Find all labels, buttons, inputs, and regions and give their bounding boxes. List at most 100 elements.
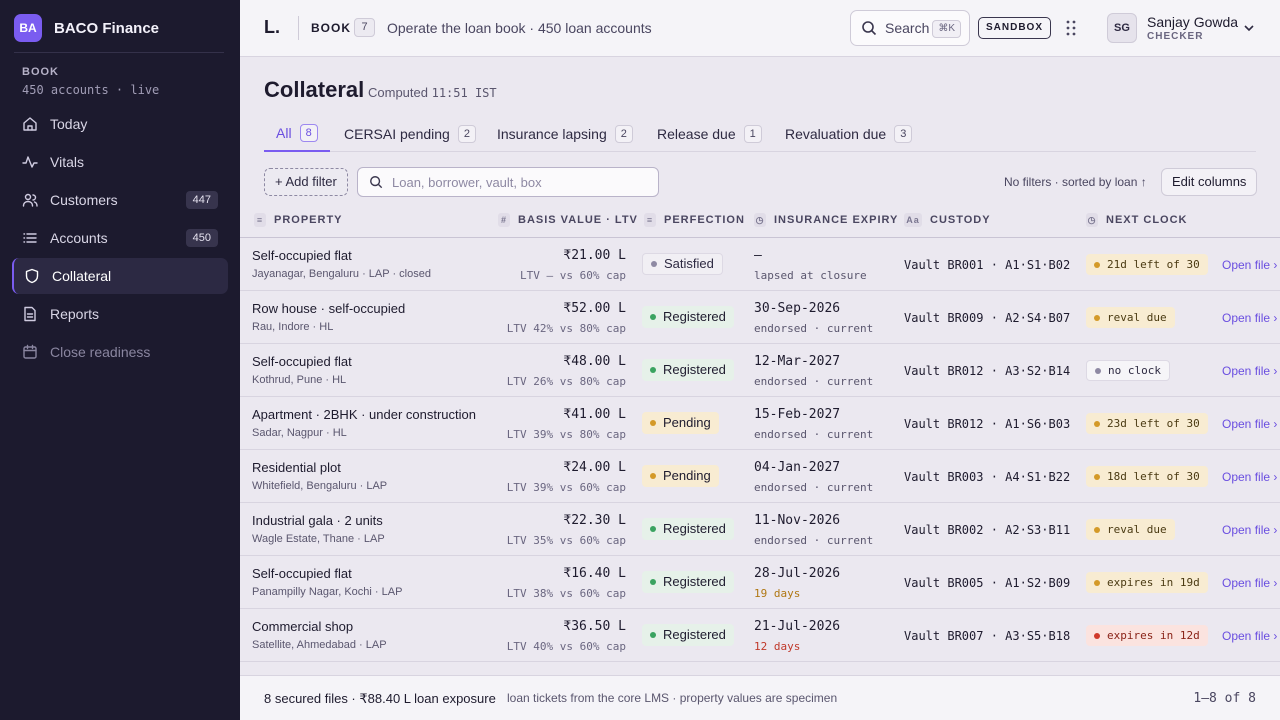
insurance-expiry-date: 21-Jul-2026 — [754, 619, 841, 634]
add-filter-button[interactable]: + Add filter — [264, 168, 348, 196]
sidebar-item-label: Collateral — [52, 268, 112, 284]
property-location: Sadar, Nagpur · HL — [252, 427, 347, 439]
open-file-link[interactable]: Open file › — [1222, 258, 1278, 272]
status-dot-icon — [650, 579, 656, 585]
open-file-link[interactable]: Open file › — [1222, 523, 1278, 537]
property-location: Wagle Estate, Thane · LAP — [252, 533, 385, 545]
sidebar-item-count: 450 — [185, 229, 218, 247]
table-row[interactable]: Self-occupied flat Panampilly Nagar, Koch… — [240, 556, 1280, 609]
property-location: Jayanagar, Bengaluru · LAP · closed — [252, 268, 431, 280]
sidebar-item-label: Accounts — [50, 230, 108, 246]
tab-release-due[interactable]: Release due 1 — [657, 116, 762, 152]
sidebar-item-customers[interactable]: Customers 447 — [12, 182, 228, 218]
open-file-link[interactable]: Open file › — [1222, 629, 1278, 643]
brand[interactable]: BA BACO Finance — [14, 14, 159, 42]
sidebar-item-accounts[interactable]: Accounts 450 — [12, 220, 228, 256]
property-title: Self-occupied flat — [252, 566, 352, 581]
sidebar-item-vitals[interactable]: Vitals — [12, 144, 228, 180]
column-header-basis-value[interactable]: # BASIS VALUE · LTV — [498, 213, 638, 227]
status-dot-icon — [1094, 261, 1100, 268]
ltv-ratio: LTV 39% vs 60% cap — [506, 481, 626, 494]
next-clock-badge: expires in 19d — [1086, 572, 1208, 593]
sidebar-item-reports[interactable]: Reports — [12, 296, 228, 332]
search-button[interactable]: Search ⌘K — [850, 10, 970, 46]
sidebar-item-today[interactable]: Today — [12, 106, 228, 142]
property-location: Satellite, Ahmedabad · LAP — [252, 639, 387, 651]
tab-revaluation-due[interactable]: Revaluation due 3 — [785, 116, 913, 152]
home-icon — [23, 117, 37, 131]
more-options-icon[interactable] — [1062, 18, 1080, 38]
status-dot-icon — [650, 367, 656, 373]
tab-label: Insurance lapsing — [497, 126, 607, 142]
pagination-range: 1–8 of 8 — [1193, 691, 1256, 706]
sidebar-item-label: Today — [50, 116, 88, 132]
table-row[interactable]: Commercial shop Satellite, Ahmedabad · LA… — [240, 609, 1280, 662]
insurance-expiry-date: 30-Sep-2026 — [754, 301, 841, 316]
book-switcher-label[interactable]: BOOK — [311, 21, 351, 35]
sidebar-item-label: Close readiness — [50, 344, 151, 360]
column-header-custody[interactable]: Aa CUSTODY — [904, 213, 991, 227]
open-file-link[interactable]: Open file › — [1222, 417, 1278, 431]
table-row[interactable]: Row house · self-occupied Rau, Indore · H… — [240, 291, 1280, 344]
ltv-ratio: LTV 35% vs 60% cap — [506, 534, 626, 547]
column-header-property[interactable]: ≡ PROPERTY — [254, 213, 343, 227]
property-title: Commercial shop — [252, 619, 354, 634]
topbar-separator — [298, 16, 299, 40]
table-row[interactable]: Residential plot Whitefield, Bengaluru · … — [240, 450, 1280, 503]
sidebar-item-collateral[interactable]: Collateral — [12, 258, 228, 294]
status-type-icon: ≡ — [644, 213, 656, 227]
sidebar-nav: Today Vitals Customers 447 Accounts 450 Collat… — [12, 106, 228, 372]
tab-insurance-lapsing[interactable]: Insurance lapsing 2 — [497, 116, 633, 152]
custody-location: Vault BR012 · A1·S6·B03 — [904, 417, 1071, 431]
tab-count: 2 — [614, 125, 633, 143]
footer-summary: 8 secured files · ₹88.40 L loan exposure — [264, 691, 496, 706]
sidebar-item-close-readiness[interactable]: Close readiness — [12, 334, 228, 370]
tab-label: All — [276, 125, 292, 141]
open-file-link[interactable]: Open file › — [1222, 576, 1278, 590]
property-title: Residential plot — [252, 460, 341, 475]
edit-columns-button[interactable]: Edit columns — [1161, 168, 1258, 196]
status-dot-icon — [1094, 632, 1100, 639]
sidebar-item-label: Vitals — [50, 154, 84, 170]
open-file-link[interactable]: Open file › — [1222, 311, 1278, 325]
property-location: Kothrud, Pune · HL — [252, 374, 347, 386]
column-header-perfection[interactable]: ≡ PERFECTION — [644, 213, 745, 227]
document-icon — [24, 306, 36, 322]
table-row[interactable]: Self-occupied flat Kothrud, Pune · HL ₹48.… — [240, 344, 1280, 397]
status-dot-icon — [650, 314, 656, 320]
custody-location: Vault BR003 · A4·S1·B22 — [904, 470, 1071, 484]
user-name[interactable]: Sanjay Gowda — [1147, 14, 1239, 30]
tab-all[interactable]: All 8 — [264, 116, 330, 152]
table-row[interactable]: Self-occupied flat Jayanagar, Bengaluru ·… — [240, 238, 1280, 291]
user-role: CHECKER — [1147, 31, 1204, 42]
table-search-input[interactable] — [357, 167, 659, 197]
status-dot-icon — [1094, 579, 1100, 586]
chevron-down-icon[interactable] — [1242, 21, 1256, 35]
column-header-insurance-expiry[interactable]: ◷ INSURANCE EXPIRY — [754, 213, 899, 227]
app-logo[interactable]: L. — [264, 17, 280, 37]
table-row[interactable]: Apartment · 2BHK · under construction Sad… — [240, 397, 1280, 450]
open-file-link[interactable]: Open file › — [1222, 364, 1278, 378]
basis-value: ₹24.00 L — [563, 460, 626, 475]
sidebar: BA BACO Finance BOOK 450 accounts · live… — [0, 0, 240, 720]
avatar[interactable]: SG — [1107, 13, 1137, 43]
table-row[interactable]: Industrial gala · 2 units Wagle Estate, T… — [240, 503, 1280, 556]
tab-cersai-pending[interactable]: CERSAI pending 2 — [344, 116, 476, 152]
perfection-badge: Registered — [642, 624, 734, 646]
shield-icon — [25, 268, 39, 284]
search-shortcut: ⌘K — [932, 20, 961, 38]
sort-status: No filters · sorted by loan ↑ — [1004, 175, 1147, 189]
custody-location: Vault BR012 · A3·S2·B14 — [904, 364, 1071, 378]
property-title: Apartment · 2BHK · under construction — [252, 407, 476, 422]
computed-timestamp: Computed 11:51 IST — [368, 85, 497, 100]
next-clock-badge: 23d left of 30 — [1086, 413, 1208, 434]
basis-value: ₹22.30 L — [563, 513, 626, 528]
column-header-next-clock[interactable]: ◷ NEXT CLOCK — [1086, 213, 1188, 227]
custody-location: Vault BR002 · A2·S3·B11 — [904, 523, 1071, 537]
insurance-expiry-date: 28-Jul-2026 — [754, 566, 841, 581]
tab-bar: All 8 CERSAI pending 2 Insurance lapsing 2 Rel… — [264, 116, 1256, 152]
tab-count: 2 — [457, 125, 476, 143]
property-location: Whitefield, Bengaluru · LAP — [252, 480, 388, 492]
open-file-link[interactable]: Open file › — [1222, 470, 1278, 484]
table-header: ≡ PROPERTY # BASIS VALUE · LTV ≡ PERFECTION… — [240, 203, 1280, 238]
